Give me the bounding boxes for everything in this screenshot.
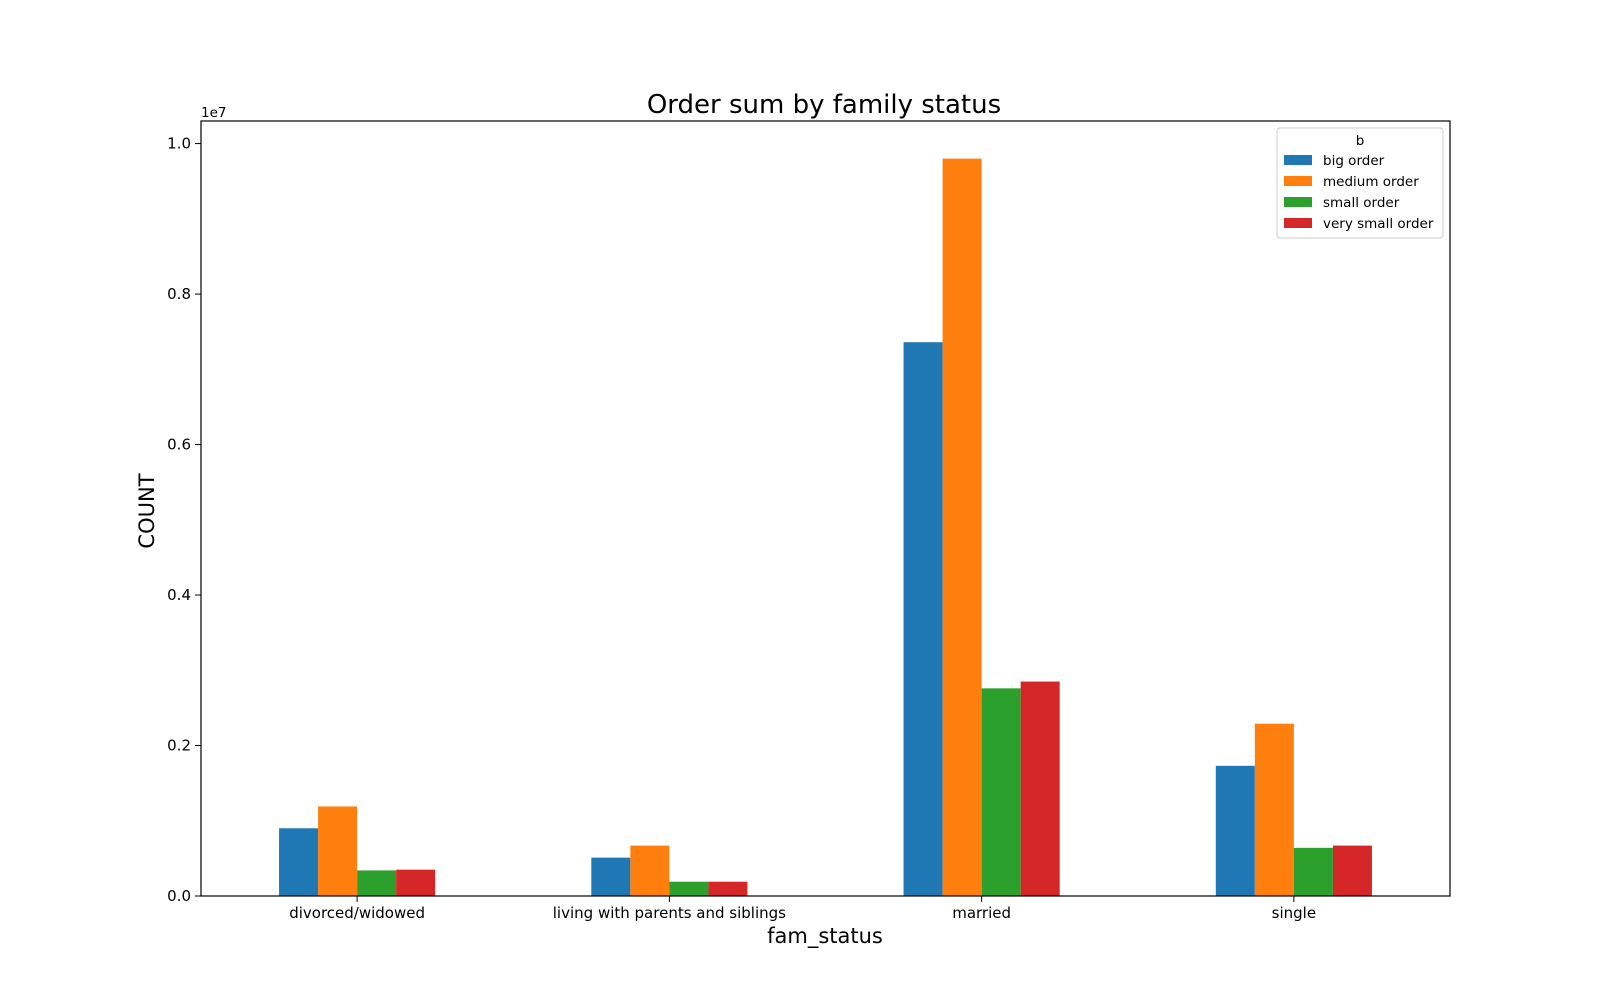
- legend-label-small-order: small order: [1323, 195, 1400, 211]
- legend-items: big order medium order small order very sma…: [1284, 153, 1434, 232]
- x-tick-label: living with parents and siblings: [553, 904, 786, 922]
- bar-very-small-order-0: [396, 869, 436, 896]
- legend-swatch-medium-order: [1284, 176, 1312, 186]
- chart-title: Order sum by family status: [647, 90, 1001, 120]
- y-tick-label: 0.0: [167, 887, 191, 905]
- bar-medium-order-1: [630, 845, 670, 896]
- y-tick-label: 0.8: [167, 285, 191, 303]
- bars-layer: [279, 158, 1372, 897]
- legend-title: b: [1356, 133, 1365, 149]
- bar-big-order-2: [903, 342, 943, 896]
- bar-very-small-order-3: [1332, 845, 1372, 896]
- x-axis: divorced/widowed living with parents and …: [289, 896, 1316, 922]
- bar-small-order-2: [981, 688, 1021, 896]
- legend-label-big-order: big order: [1323, 153, 1385, 169]
- legend-swatch-small-order: [1284, 197, 1312, 207]
- y-axis: 0.0 0.2 0.4 0.6 0.8 1.0: [167, 135, 201, 905]
- x-tick-label: married: [952, 904, 1011, 922]
- bar-medium-order-2: [942, 158, 982, 897]
- x-tick-label: divorced/widowed: [289, 904, 425, 922]
- bar-medium-order-3: [1254, 723, 1294, 896]
- bar-small-order-3: [1293, 847, 1333, 896]
- y-tick-label: 0.4: [167, 586, 191, 604]
- legend-box: [1276, 127, 1444, 239]
- y-axis-scale-factor: 1e7: [201, 105, 226, 121]
- x-axis-title: fam_status: [767, 924, 883, 949]
- bar-very-small-order-2: [1020, 681, 1060, 896]
- bar-big-order-3: [1215, 765, 1255, 896]
- bar-big-order-1: [591, 857, 631, 896]
- bar-small-order-0: [357, 870, 397, 896]
- bar-very-small-order-1: [708, 881, 748, 896]
- bar-small-order-1: [669, 881, 709, 896]
- y-tick-label: 0.6: [167, 436, 191, 454]
- legend: b big order medium order small order very s…: [1276, 127, 1444, 239]
- y-tick-label: 0.2: [167, 737, 191, 755]
- x-tick-label: single: [1272, 904, 1316, 922]
- legend-label-very-small-order: very small order: [1323, 216, 1434, 232]
- y-tick-label: 1.0: [167, 135, 191, 153]
- bar-big-order-0: [279, 828, 319, 896]
- bar-medium-order-0: [318, 806, 358, 896]
- legend-label-medium-order: medium order: [1323, 174, 1419, 190]
- legend-swatch-big-order: [1284, 155, 1312, 165]
- axes-frame: [200, 120, 1451, 897]
- legend-swatch-very-small-order: [1284, 218, 1312, 228]
- y-axis-title: COUNT: [135, 473, 159, 548]
